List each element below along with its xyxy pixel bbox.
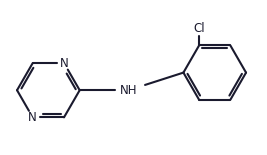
Text: N: N (60, 57, 68, 70)
Text: NH: NH (120, 84, 137, 97)
Text: Cl: Cl (193, 22, 205, 35)
Text: N: N (28, 111, 37, 124)
